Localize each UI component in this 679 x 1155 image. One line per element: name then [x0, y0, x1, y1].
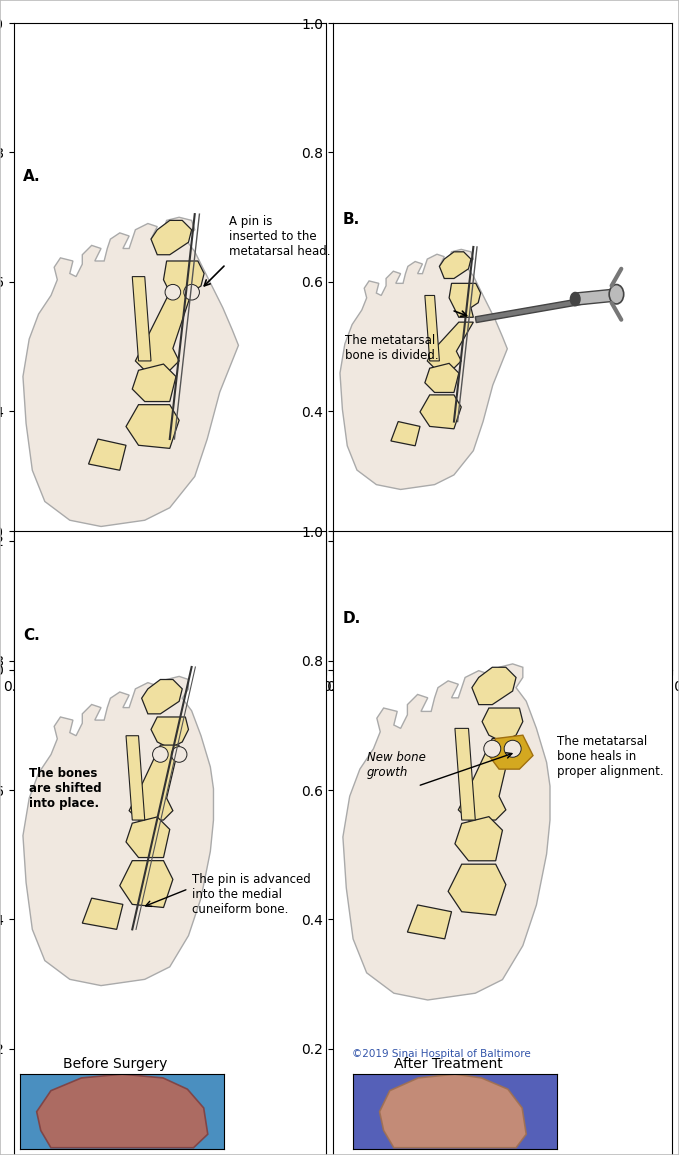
Polygon shape — [420, 395, 461, 429]
Circle shape — [171, 746, 187, 762]
Polygon shape — [126, 404, 179, 448]
Polygon shape — [142, 679, 182, 714]
Text: The bones
are shifted
into place.: The bones are shifted into place. — [29, 767, 102, 810]
Text: A pin is
inserted to the
metatarsal head.: A pin is inserted to the metatarsal head… — [229, 215, 331, 258]
Circle shape — [504, 740, 521, 758]
Polygon shape — [425, 296, 439, 360]
Circle shape — [483, 740, 501, 758]
Polygon shape — [135, 261, 204, 371]
Circle shape — [165, 284, 181, 300]
Polygon shape — [427, 322, 473, 368]
Polygon shape — [472, 668, 516, 705]
Polygon shape — [391, 422, 420, 446]
Text: New bone
growth: New bone growth — [367, 751, 426, 780]
Polygon shape — [489, 736, 533, 769]
Polygon shape — [407, 904, 452, 939]
Polygon shape — [151, 717, 189, 748]
Polygon shape — [132, 276, 151, 360]
Polygon shape — [37, 1074, 208, 1148]
Text: The metatarsal
bone is divided.: The metatarsal bone is divided. — [345, 334, 439, 363]
Text: C.: C. — [23, 627, 39, 642]
Polygon shape — [120, 860, 173, 908]
Polygon shape — [449, 283, 481, 318]
Polygon shape — [455, 817, 502, 860]
Polygon shape — [23, 217, 238, 527]
Polygon shape — [455, 729, 475, 820]
Polygon shape — [458, 738, 513, 820]
Polygon shape — [380, 1074, 526, 1148]
Polygon shape — [574, 290, 612, 305]
Ellipse shape — [570, 292, 580, 306]
Polygon shape — [425, 364, 459, 393]
Circle shape — [184, 284, 200, 300]
Polygon shape — [129, 745, 179, 820]
Text: The metatarsal
bone heals in
proper alignment.: The metatarsal bone heals in proper alig… — [557, 736, 663, 778]
Circle shape — [153, 746, 168, 762]
Text: D.: D. — [343, 611, 361, 626]
Ellipse shape — [609, 284, 624, 304]
Polygon shape — [340, 249, 507, 490]
Polygon shape — [23, 677, 213, 985]
Polygon shape — [82, 899, 123, 930]
Polygon shape — [439, 252, 471, 278]
Polygon shape — [126, 817, 170, 857]
Text: B.: B. — [343, 211, 360, 226]
Text: After Treatment: After Treatment — [394, 1057, 502, 1072]
Polygon shape — [448, 864, 506, 915]
Text: ©2019 Sinai Hospital of Baltimore: ©2019 Sinai Hospital of Baltimore — [352, 1049, 531, 1059]
Polygon shape — [343, 664, 550, 1000]
Text: A.: A. — [23, 169, 41, 184]
Polygon shape — [126, 736, 145, 820]
Text: Before Surgery: Before Surgery — [63, 1057, 168, 1072]
Text: The pin is advanced
into the medial
cuneiform bone.: The pin is advanced into the medial cune… — [191, 873, 310, 916]
Polygon shape — [151, 221, 191, 255]
Polygon shape — [132, 364, 176, 402]
Polygon shape — [482, 708, 523, 742]
Polygon shape — [475, 298, 588, 322]
Polygon shape — [88, 439, 126, 470]
